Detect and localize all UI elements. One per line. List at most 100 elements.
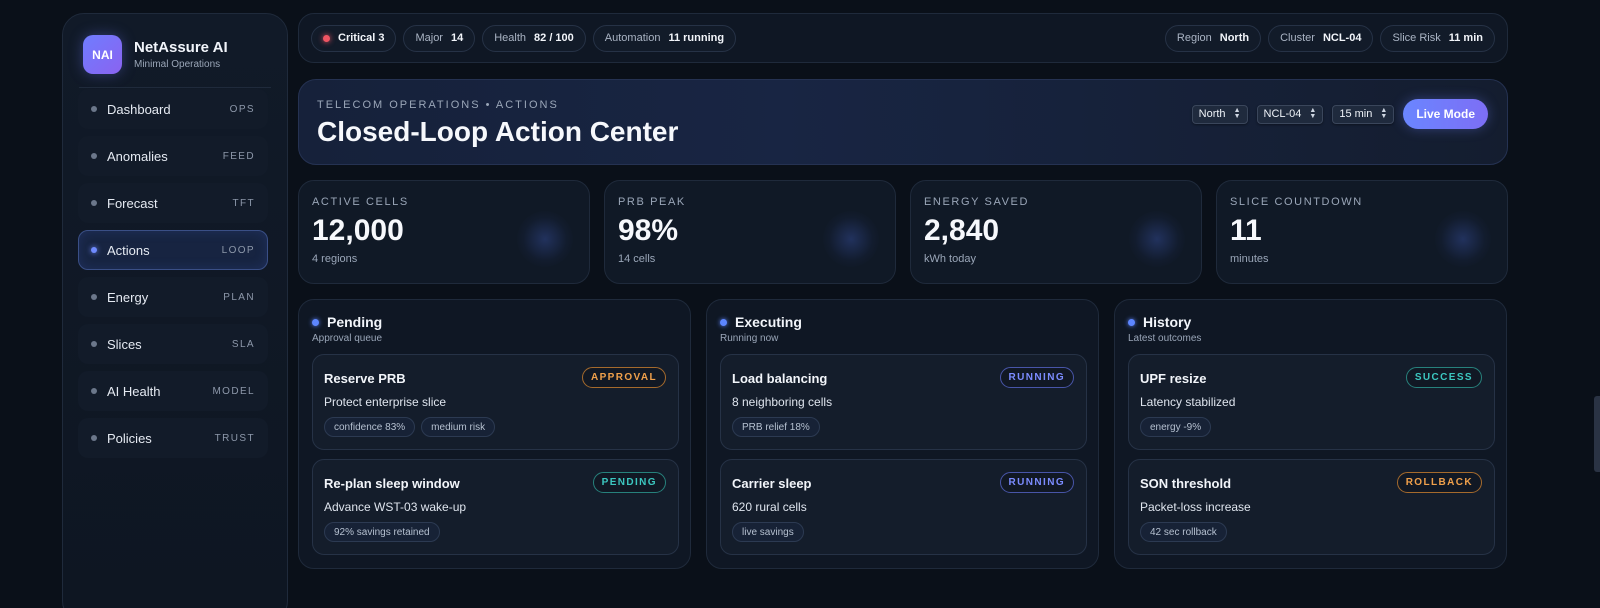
automation-label: Automation (604, 32, 661, 44)
sidebar-item-label: Dashboard (107, 101, 171, 117)
column-subtitle: Approval queue (312, 333, 383, 344)
select-arrows-icon: ▲ ▼ (1309, 107, 1317, 120)
sidebar-item-anomalies[interactable]: Anomalies FEED (78, 136, 268, 176)
dot-icon (91, 153, 97, 159)
sidebar-item-label: Forecast (107, 195, 158, 211)
region-pill[interactable]: Region North (1164, 24, 1262, 52)
card-title: UPF resize (1140, 371, 1207, 386)
glow-decoration (823, 211, 879, 267)
column-title: History (1143, 314, 1192, 330)
sidebar-item-tag: OPS (229, 103, 255, 115)
card-tag: live savings (732, 522, 804, 542)
select-arrows-icon: ▲ ▼ (1233, 107, 1241, 120)
slice-risk-value: 11 min (1448, 32, 1483, 44)
stat-label: PRB PEAK (618, 196, 686, 208)
sidebar-item-label: Anomalies (107, 148, 168, 164)
region-select-value: North (1198, 108, 1226, 120)
stat-subtitle: kWh today (924, 253, 976, 265)
sidebar-item-label: Slices (107, 336, 142, 352)
region-label: Region (1176, 32, 1212, 44)
brand-subtitle: Minimal Operations (134, 59, 221, 70)
dot-icon (91, 388, 97, 394)
column-subtitle: Latest outcomes (1128, 333, 1202, 344)
status-badge: RUNNING (999, 472, 1074, 493)
action-card[interactable]: Reserve PRB APPROVAL Protect enterprise … (312, 354, 679, 450)
card-title: Carrier sleep (732, 476, 812, 491)
sidebar-item-policies[interactable]: Policies TRUST (78, 418, 268, 458)
sidebar-item-tag: FEED (222, 150, 255, 162)
region-select[interactable]: North ▲ ▼ (1191, 104, 1248, 124)
sidebar-item-tag: MODEL (212, 385, 255, 397)
health-pill[interactable]: Health 82 / 100 (482, 24, 586, 52)
sidebar-item-tag: LOOP (221, 244, 255, 256)
sidebar-item-label: Policies (107, 430, 152, 446)
sidebar: NAI NetAssure AI Minimal Operations Dash… (62, 13, 288, 608)
major-value: 14 (450, 32, 464, 44)
card-title: SON threshold (1140, 476, 1232, 491)
dot-icon (91, 247, 97, 253)
dot-icon (91, 341, 97, 347)
sidebar-item-actions[interactable]: Actions LOOP (78, 230, 268, 270)
sidebar-item-dashboard[interactable]: Dashboard OPS (78, 89, 268, 129)
stat-label: SLICE COUNTDOWN (1230, 196, 1363, 208)
major-label: Major (415, 32, 443, 44)
major-pill[interactable]: Major 14 (403, 24, 476, 52)
cluster-pill[interactable]: Cluster NCL-04 (1268, 24, 1374, 52)
sidebar-item-label: Actions (107, 242, 150, 258)
sidebar-item-energy[interactable]: Energy PLAN (78, 277, 268, 317)
action-card[interactable]: Load balancing RUNNING 8 neighboring cel… (720, 354, 1087, 450)
action-card[interactable]: UPF resize SUCCESS Latency stabilized en… (1128, 354, 1495, 450)
sidebar-item-label: Energy (107, 289, 149, 305)
card-description: Latency stabilized (1140, 395, 1236, 409)
stat-card-slice-countdown: SLICE COUNTDOWN 11 minutes (1216, 180, 1508, 284)
page-title: Closed-Loop Action Center (317, 116, 679, 147)
live-mode-button[interactable]: Live Mode (1403, 99, 1488, 129)
automation-pill[interactable]: Automation 11 running (592, 24, 737, 52)
cluster-select-value: NCL-04 (1263, 108, 1302, 120)
dot-icon (91, 200, 97, 206)
stat-subtitle: 4 regions (312, 253, 358, 265)
card-description: Packet-loss increase (1140, 500, 1251, 514)
status-badge: RUNNING (999, 367, 1074, 388)
sidebar-item-ai-health[interactable]: AI Health MODEL (78, 371, 268, 411)
slice-risk-label: Slice Risk (1392, 32, 1441, 44)
health-value: 82 / 100 (534, 32, 574, 44)
sidebar-item-forecast[interactable]: Forecast TFT (78, 183, 268, 223)
card-tag: confidence 83% (324, 417, 416, 437)
automation-value: 11 running (668, 32, 725, 44)
breadcrumb: TELECOM OPERATIONS • ACTIONS (317, 99, 559, 111)
card-tag: PRB relief 18% (732, 417, 820, 437)
card-tag: medium risk (421, 417, 496, 437)
interval-select[interactable]: 15 min ▲ ▼ (1332, 104, 1395, 124)
dot-icon (91, 106, 97, 112)
stat-label: ACTIVE CELLS (312, 196, 409, 208)
select-arrows-icon: ▲ ▼ (1380, 107, 1388, 120)
scrollbar-thumb[interactable] (1594, 396, 1600, 472)
brand-logo: NAI (83, 35, 122, 74)
pending-column: Pending Approval queue Reserve PRB APPRO… (298, 299, 691, 569)
cluster-select[interactable]: NCL-04 ▲ ▼ (1256, 104, 1324, 124)
stat-card-active-cells: ACTIVE CELLS 12,000 4 regions (298, 180, 590, 284)
status-badge: PENDING (592, 472, 666, 493)
sidebar-item-tag: TRUST (214, 432, 255, 444)
card-tag: energy -9% (1140, 417, 1212, 437)
card-description: Advance WST-03 wake-up (324, 500, 467, 514)
cluster-label: Cluster (1280, 32, 1315, 44)
status-badge: ROLLBACK (1396, 472, 1482, 493)
page-header: TELECOM OPERATIONS • ACTIONS Closed-Loop… (298, 79, 1508, 165)
column-subtitle: Running now (720, 333, 779, 344)
critical-pill[interactable]: Critical 3 (311, 24, 397, 52)
divider (79, 87, 271, 88)
glow-decoration (1129, 211, 1185, 267)
slice-risk-pill[interactable]: Slice Risk 11 min (1380, 24, 1495, 52)
card-tag: 92% savings retained (324, 522, 440, 542)
action-card[interactable]: Re-plan sleep window PENDING Advance WST… (312, 459, 679, 555)
sidebar-item-slices[interactable]: Slices SLA (78, 324, 268, 364)
stat-value: 12,000 (312, 214, 404, 247)
action-card[interactable]: SON threshold ROLLBACK Packet-loss incre… (1128, 459, 1495, 555)
card-tag: 42 sec rollback (1140, 522, 1227, 542)
brand-name: NetAssure AI (134, 39, 228, 56)
brand[interactable]: NAI NetAssure AI Minimal Operations (83, 35, 228, 74)
glow-decoration (1435, 211, 1491, 267)
action-card[interactable]: Carrier sleep RUNNING 620 rural cells li… (720, 459, 1087, 555)
